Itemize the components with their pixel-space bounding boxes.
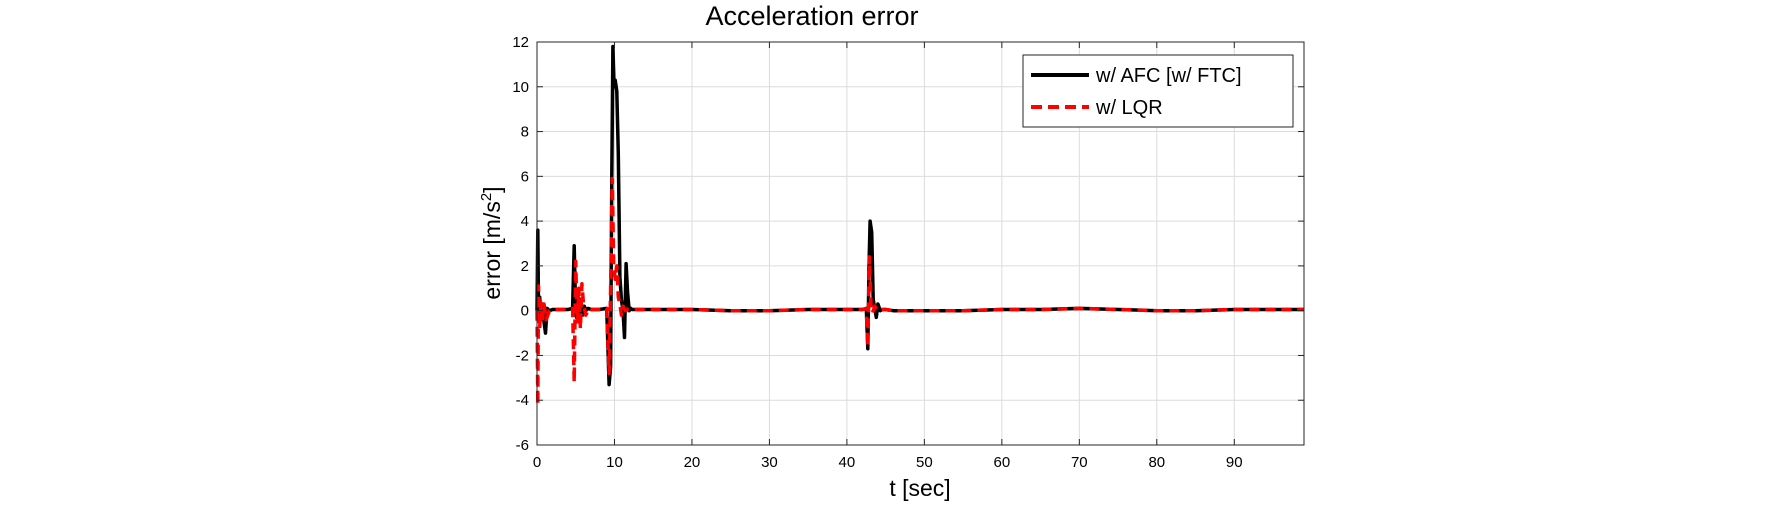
axis-ticks: 0 10 20 30 40 50 60 70 80 90 -6 -4 -2 0 2 4 6 8 10 12 (512, 34, 1304, 471)
y-tick-label: 0 (521, 303, 529, 320)
y-tick-label: 12 (512, 34, 529, 51)
x-tick-label: 80 (1148, 454, 1165, 471)
x-tick-label: 40 (839, 454, 856, 471)
x-tick-label: 20 (684, 454, 701, 471)
legend-label-lqr: w/ LQR (1095, 97, 1163, 119)
plot-frame (536, 41, 1305, 446)
y-axis-label-close: ] (479, 186, 505, 192)
chart-title: Acceleration error (705, 1, 918, 31)
x-tick-label: 60 (994, 454, 1011, 471)
series-line-lqr (535, 176, 1304, 407)
x-tick-label: 10 (606, 454, 623, 471)
x-tick-label: 30 (761, 454, 778, 471)
x-axis-label: t [sec] (889, 475, 950, 501)
x-tick-label: 0 (533, 454, 541, 471)
x-tick-label: 50 (916, 454, 933, 471)
y-tick-label: 4 (521, 213, 529, 230)
y-axis-label-superscript: 2 (478, 193, 495, 201)
y-axis-label: error [m/s2] (478, 186, 505, 299)
legend: w/ AFC [w/ FTC] w/ LQR (1022, 54, 1294, 128)
legend-label-afc: w/ AFC [w/ FTC] (1095, 65, 1242, 87)
x-tick-label: 70 (1071, 454, 1088, 471)
y-tick-label: 8 (521, 124, 529, 141)
y-tick-label: 10 (512, 79, 529, 96)
y-tick-label: 2 (521, 258, 529, 275)
x-tick-label: 90 (1226, 454, 1243, 471)
y-tick-label: -2 (516, 347, 529, 364)
series-layer (535, 44, 1304, 407)
legend-box (1022, 54, 1294, 128)
y-tick-label: 6 (521, 168, 529, 185)
y-tick-label: -4 (516, 392, 529, 409)
y-tick-label: -6 (516, 437, 529, 454)
y-axis-label-main: error [m/s (479, 201, 505, 299)
